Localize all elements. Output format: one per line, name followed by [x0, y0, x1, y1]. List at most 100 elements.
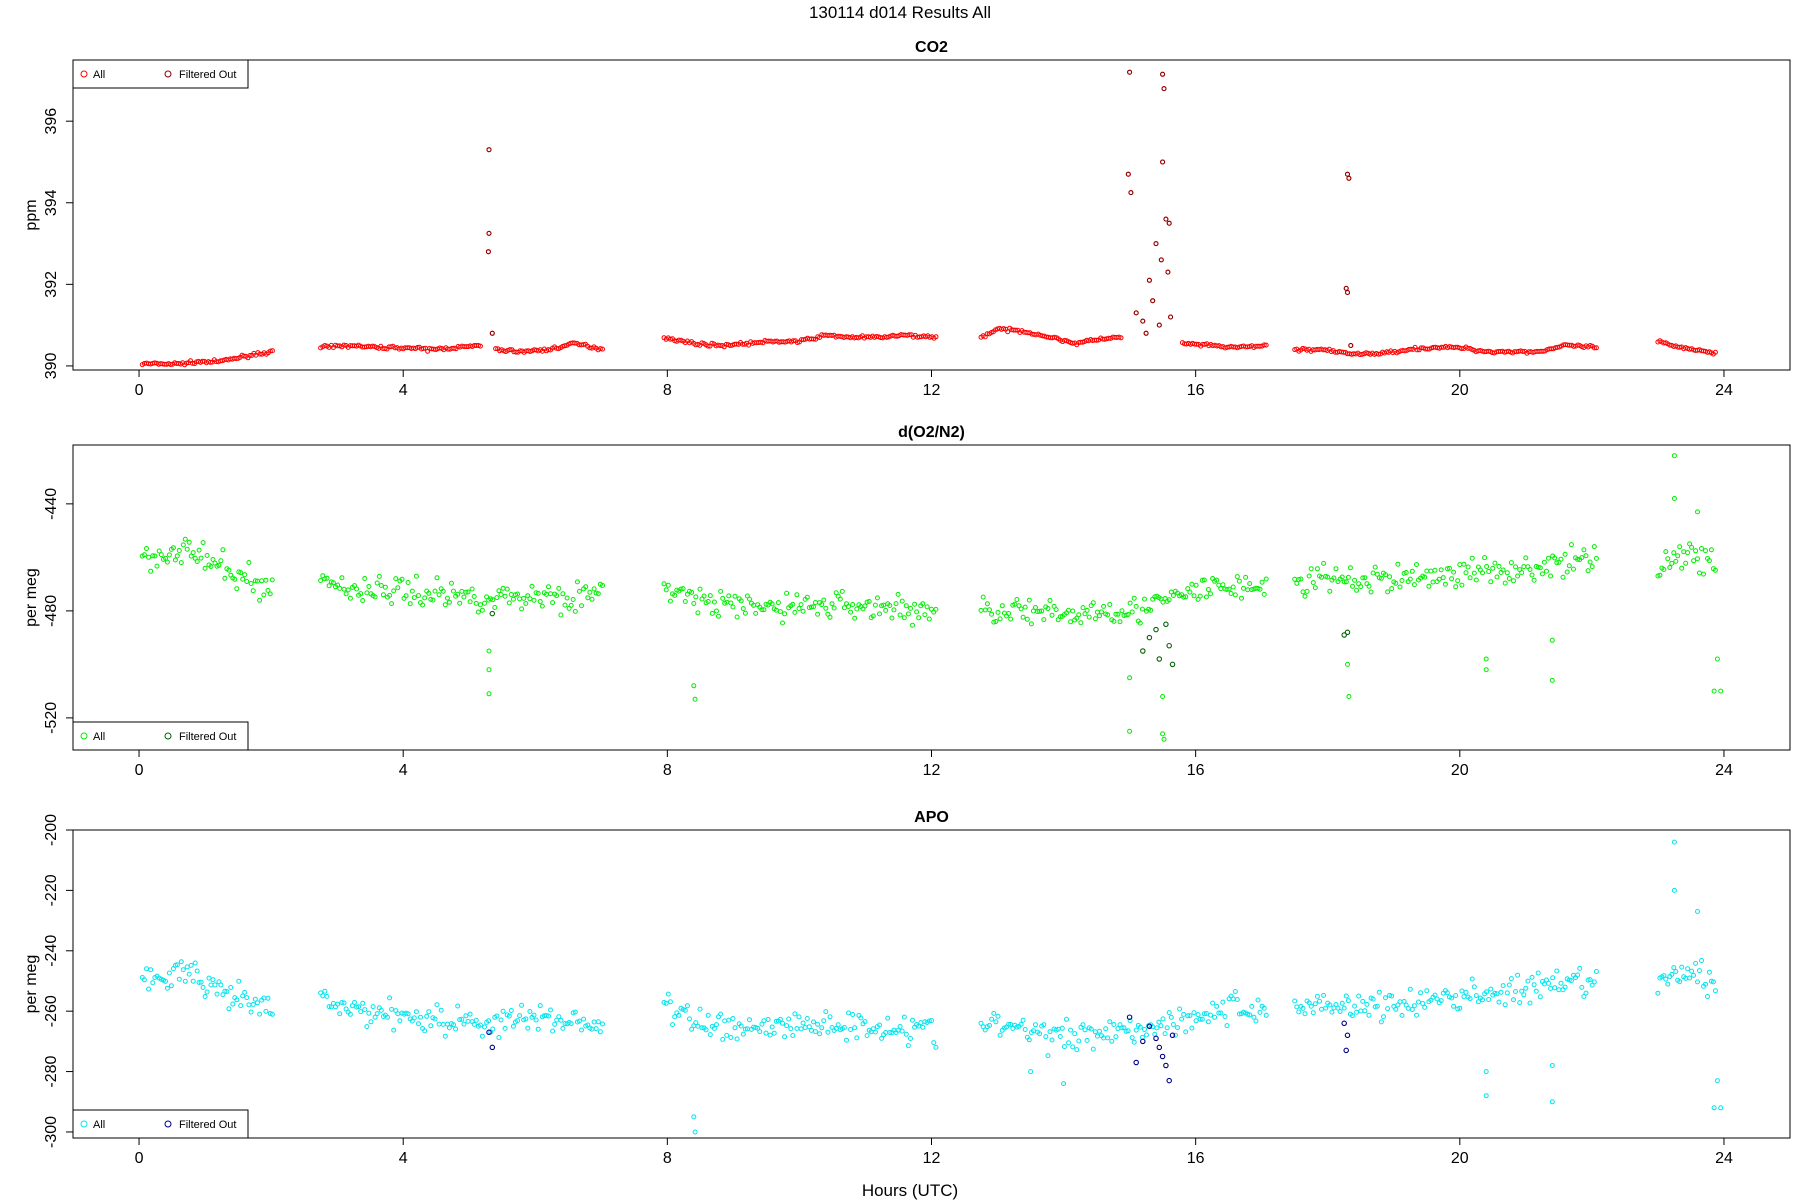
data-point — [1203, 594, 1209, 600]
data-point — [482, 1024, 487, 1030]
data-point — [1218, 1010, 1224, 1016]
filtered-point — [1127, 69, 1133, 75]
data-point — [987, 607, 992, 613]
data-point — [236, 978, 242, 984]
data-point — [502, 593, 508, 599]
data-point — [899, 1028, 905, 1034]
data-point — [806, 1024, 812, 1030]
plot-frame — [72, 444, 1791, 751]
data-point — [839, 588, 845, 594]
data-point — [490, 597, 496, 603]
data-point — [500, 1008, 506, 1014]
y-tick-label: -200 — [43, 814, 60, 846]
data-point — [1263, 1012, 1269, 1018]
data-point — [1515, 972, 1521, 978]
data-point — [1385, 1006, 1391, 1012]
x-tick-label: 4 — [399, 1150, 408, 1167]
data-point — [583, 584, 589, 590]
data-point — [180, 542, 186, 548]
data-point — [442, 1033, 448, 1039]
data-point — [1234, 997, 1240, 1002]
data-point — [1581, 994, 1587, 999]
data-point — [784, 590, 790, 596]
data-point — [322, 988, 328, 994]
data-point — [1008, 616, 1014, 622]
data-point — [1037, 1031, 1043, 1037]
legend-label-filtered: Filtered Out — [179, 1119, 236, 1131]
data-point — [1667, 565, 1673, 570]
data-point — [672, 592, 678, 598]
data-point — [1193, 582, 1199, 588]
data-point — [1451, 1003, 1457, 1009]
data-point — [477, 602, 483, 608]
data-point — [1706, 558, 1712, 564]
data-point — [184, 964, 190, 970]
data-point — [529, 583, 535, 589]
page-title: 130114 d014 Results All — [809, 3, 991, 22]
data-point — [352, 583, 357, 589]
data-point — [1579, 984, 1585, 990]
legend: All Filtered Out — [72, 59, 249, 89]
data-point — [864, 599, 870, 605]
data-point — [1414, 1012, 1419, 1018]
data-point — [1691, 558, 1697, 564]
data-point — [1183, 594, 1189, 600]
data-point — [1078, 620, 1084, 626]
data-point — [234, 997, 240, 1003]
data-point — [376, 573, 382, 579]
data-point — [782, 611, 788, 617]
x-tick-label: 20 — [1451, 382, 1469, 399]
data-point — [1118, 335, 1124, 341]
x-tick-label: 8 — [663, 382, 672, 399]
data-point — [918, 1020, 924, 1026]
data-point — [920, 601, 926, 607]
data-point — [1232, 989, 1238, 994]
filtered-point — [486, 1029, 492, 1036]
filtered-point — [489, 330, 495, 336]
data-point — [1467, 996, 1473, 1002]
data-point — [908, 1036, 913, 1041]
data-point — [759, 607, 765, 613]
filtered-point — [1125, 171, 1131, 177]
filtered-point — [1140, 648, 1146, 654]
data-point — [724, 1032, 730, 1038]
data-point — [473, 1017, 479, 1023]
data-point — [730, 1016, 736, 1021]
data-point — [1210, 1000, 1216, 1006]
data-point — [811, 336, 817, 342]
data-point — [200, 540, 206, 546]
data-point — [1113, 611, 1119, 617]
data-point — [502, 1025, 508, 1031]
data-point — [1449, 995, 1455, 1001]
data-point — [1292, 998, 1298, 1004]
data-point — [389, 1006, 395, 1012]
data-point — [697, 586, 703, 592]
data-point — [1504, 570, 1510, 576]
data-point — [1362, 1008, 1368, 1014]
data-point — [326, 583, 332, 589]
data-point — [734, 614, 740, 620]
data-point — [194, 559, 200, 564]
data-point — [765, 1017, 771, 1022]
legend-box — [72, 1109, 249, 1139]
data-point — [1687, 975, 1693, 981]
data-point — [496, 1035, 502, 1040]
data-point — [168, 362, 174, 367]
data-point — [591, 586, 597, 592]
data-point — [1695, 909, 1700, 914]
data-point — [895, 591, 901, 597]
data-point — [1228, 591, 1234, 596]
data-point — [1389, 586, 1395, 592]
data-point — [1661, 567, 1667, 572]
data-point — [1025, 330, 1031, 336]
data-point — [426, 1009, 432, 1015]
data-point — [728, 1035, 734, 1040]
x-tick-label: 24 — [1715, 762, 1733, 779]
data-point — [1187, 589, 1193, 595]
data-point — [1049, 1037, 1055, 1043]
data-point — [757, 1029, 763, 1035]
data-point — [222, 575, 228, 581]
data-point — [1438, 567, 1444, 573]
data-point — [1222, 1014, 1228, 1019]
data-point — [771, 1030, 777, 1036]
